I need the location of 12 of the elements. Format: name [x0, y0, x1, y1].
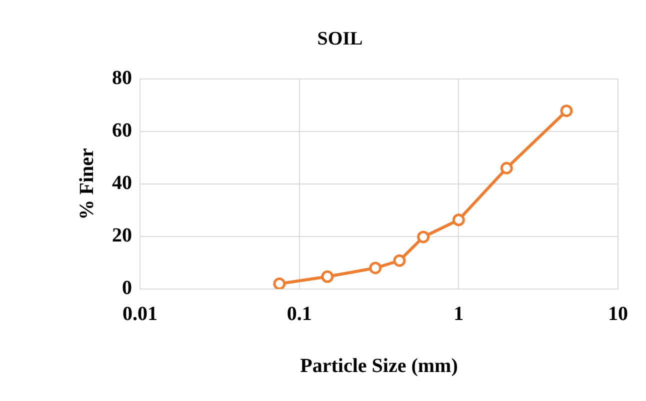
- y-tick-label: 40: [112, 172, 132, 194]
- y-axis-title: % Finer: [76, 148, 98, 220]
- y-tick-label: 20: [112, 224, 132, 247]
- y-tick-label: 80: [112, 66, 132, 89]
- x-tick-label: 0.01: [122, 303, 158, 326]
- x-tick-label: 1: [454, 303, 464, 326]
- y-tick-label: 60: [112, 120, 132, 142]
- chart-title: SOIL: [317, 28, 363, 50]
- x-tick-label: 10: [608, 303, 628, 326]
- x-tick-label: 0.1: [286, 303, 312, 326]
- x-axis-title: Particle Size (mm): [300, 355, 458, 378]
- y-tick-label: 0: [122, 277, 132, 300]
